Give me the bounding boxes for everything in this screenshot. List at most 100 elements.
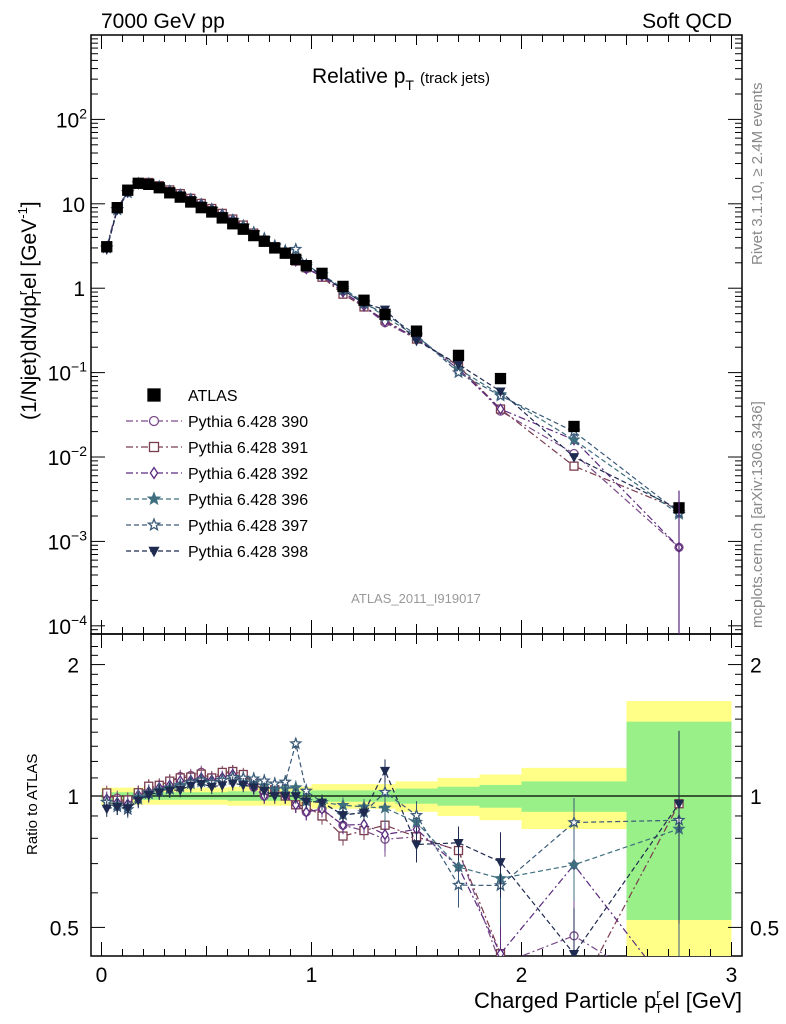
data-point — [101, 241, 113, 253]
main-axis-ticks: 10−4 10−3 10−2 10−1 1 10 102 — [48, 34, 742, 639]
ratio-series-6 — [101, 730, 685, 956]
ratio-point — [290, 792, 301, 802]
main-y-tick-label: 10−2 — [48, 443, 88, 470]
main-y-tick-label: 10 — [62, 194, 85, 217]
data-point — [452, 349, 465, 362]
ratio-point — [122, 804, 133, 814]
ratio-point — [291, 798, 300, 811]
ratio-point — [175, 785, 186, 796]
data-point — [316, 267, 328, 279]
data-point — [206, 206, 218, 218]
data-point — [132, 177, 144, 189]
plot-title-main: Relative p — [312, 65, 405, 88]
data-point — [358, 294, 370, 306]
ratio-point — [267, 776, 282, 790]
data-point — [290, 253, 302, 265]
main-y-tick-label: 10−1 — [48, 359, 88, 386]
ratio-point — [496, 947, 505, 956]
ratio-point — [358, 808, 370, 819]
data-point — [410, 325, 423, 337]
rivet-version-label: Rivet 3.1.10, ≥ 2.4M events — [749, 83, 766, 266]
main-y-axis-label: (1/Njet)dN/dprTel [GeV-1] — [15, 201, 44, 420]
data-point — [496, 403, 505, 416]
main-data-series — [99, 176, 686, 634]
data-point — [567, 432, 581, 446]
ratio-data-series — [100, 730, 686, 956]
ratio-point — [339, 819, 347, 832]
data-point — [568, 453, 580, 463]
legend-label: Pythia 6.428 391 — [188, 440, 308, 457]
ratio-point — [227, 779, 238, 790]
x-axis-label: Charged Particle pr Tel [GeV] — [474, 986, 742, 1016]
data-point — [258, 235, 270, 247]
data-point — [143, 178, 155, 191]
ratio-point — [302, 806, 311, 818]
data-point — [379, 308, 391, 321]
data-point — [174, 191, 186, 203]
data-point — [568, 420, 580, 433]
ratio-point — [154, 788, 165, 799]
legend-label: Pythia 6.428 397 — [188, 518, 308, 535]
ratio-point — [378, 800, 392, 814]
x-tick-label: 0 — [96, 964, 108, 987]
series-line — [106, 181, 680, 510]
plot-title-suffix: (track jets) — [420, 70, 490, 87]
series-line — [106, 183, 680, 513]
data-point — [453, 360, 464, 371]
ratio-y-tick-label-left: 0.5 — [50, 917, 79, 940]
ratio-y-tick-label-right: 2 — [750, 655, 762, 678]
data-point — [227, 218, 239, 230]
ratio-point — [409, 808, 424, 821]
ratio-y-tick-label-right: 1 — [750, 786, 762, 809]
data-point — [237, 223, 249, 235]
ratio-point — [206, 782, 217, 793]
x-tick-label: 2 — [516, 964, 528, 987]
legend-marker — [148, 441, 160, 453]
ratio-point — [378, 785, 392, 798]
ratio-point — [238, 781, 249, 791]
ratio-axis-ticks: 0.5 0.5 1 1 2 2 0 1 2 3 — [50, 634, 779, 987]
ratio-point — [196, 779, 207, 790]
ratio-point — [568, 950, 580, 956]
data-point — [495, 387, 506, 398]
data-point — [289, 242, 303, 255]
ratio-point — [451, 878, 466, 891]
data-point — [337, 280, 349, 293]
x-tick-label: 3 — [726, 964, 738, 987]
ratio-point — [299, 783, 314, 797]
ratio-point — [567, 815, 581, 829]
ratio-point — [411, 840, 422, 851]
main-y-tick-label: 102 — [56, 105, 87, 132]
legend-item-2: Pythia 6.428 391 — [126, 440, 308, 457]
legend-marker — [149, 466, 159, 480]
data-point — [279, 247, 291, 259]
data-point — [494, 372, 507, 385]
plot-title: Relative pT (track jets) — [312, 65, 490, 93]
legend-label: Pythia 6.428 392 — [188, 466, 308, 483]
plot-title-sub: T — [405, 77, 414, 93]
data-point — [269, 242, 281, 254]
ratio-point — [133, 796, 144, 807]
ratio-point — [567, 857, 581, 871]
analysis-id: ATLAS_2011_I919017 — [351, 591, 481, 606]
main-y-tick-label: 10−3 — [48, 527, 88, 554]
ratio-point — [316, 798, 328, 809]
data-point — [164, 187, 176, 199]
legend-item-1: Pythia 6.428 390 — [126, 414, 308, 431]
ratio-point — [289, 736, 303, 750]
ratio-point — [101, 804, 112, 815]
ratio-y-tick-label-left: 1 — [67, 786, 79, 809]
data-point — [451, 365, 466, 379]
ratio-y-tick-label-right: 0.5 — [750, 917, 779, 940]
ratio-point — [337, 811, 349, 821]
data-point — [153, 182, 165, 194]
main-y-tick-label: 1 — [73, 278, 85, 301]
ratio-point — [453, 838, 464, 849]
mcplots-label: mcplots.cern.ch [arXiv:1306.3436] — [749, 401, 766, 628]
legend-marker — [146, 491, 162, 506]
ratio-point — [495, 858, 506, 868]
ratio-point — [673, 799, 685, 810]
legend-item-3: Pythia 6.428 392 — [126, 466, 308, 483]
ratio-point — [185, 781, 196, 792]
